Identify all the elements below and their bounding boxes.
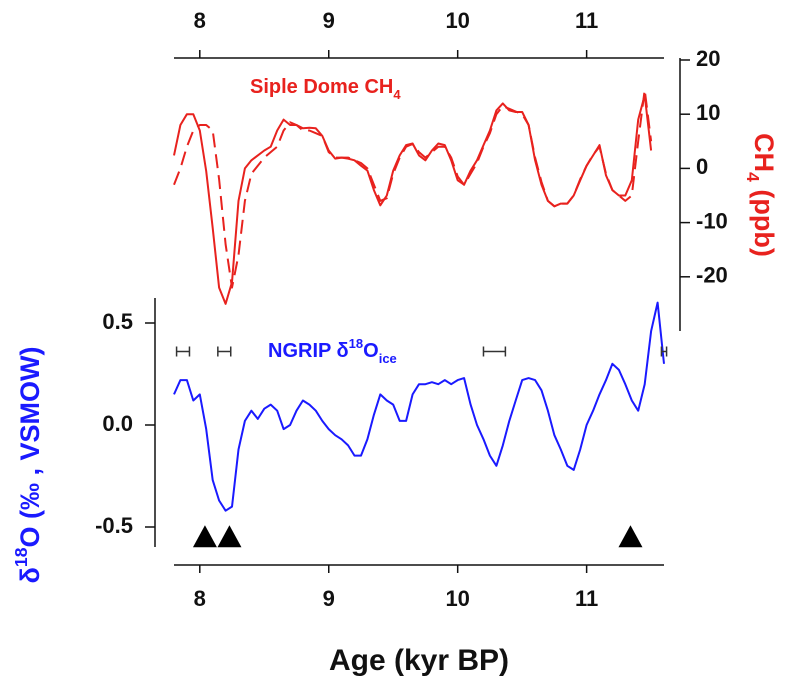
age-bar <box>175 346 191 357</box>
annotation-part: O <box>363 340 379 362</box>
x-tick-label: 10 <box>445 8 469 33</box>
annotation: NGRIP δ18Oice <box>268 336 397 366</box>
x-tick-label: 8 <box>194 586 206 611</box>
annotation-part: Siple Dome CH <box>250 76 393 98</box>
event-marker <box>618 525 643 548</box>
age-bar-line <box>217 346 232 357</box>
age-bar <box>660 346 668 357</box>
age-bar-line <box>175 346 191 357</box>
y-axis-label-part: 18 <box>11 547 31 567</box>
y-axis-label-part: 4 <box>743 172 763 182</box>
x-tick-label: 9 <box>323 8 335 33</box>
age-bar-line <box>482 346 507 357</box>
x-axis-label: Age (kyr BP) <box>329 644 509 677</box>
data-line <box>173 88 653 289</box>
y-axis-label-part: O (‰ , VSMOW) <box>15 347 45 548</box>
event-marker <box>192 525 217 548</box>
data-line <box>173 301 665 512</box>
event-marker <box>217 525 242 548</box>
y-axis-label: δ18O (‰ , VSMOW) <box>11 347 45 584</box>
annotation-part: 4 <box>393 87 401 102</box>
y-axis-label-part: δ <box>15 567 45 583</box>
y-tick-label: -20 <box>696 263 728 288</box>
x-tick-label: 10 <box>445 586 469 611</box>
x-tick-label: 11 <box>575 586 598 611</box>
annotation: Siple Dome CH4 <box>250 76 401 102</box>
y-axis-label-part: CH <box>749 133 779 172</box>
y-tick-label: 0.0 <box>102 411 133 436</box>
annotation-part: 18 <box>349 336 363 351</box>
x-tick-label: 11 <box>575 8 598 33</box>
y-axis-label: CH4 (ppb) <box>743 133 779 257</box>
x-tick-label: 8 <box>194 8 206 33</box>
age-bar-line <box>660 346 668 357</box>
y-tick-label: 0 <box>696 154 708 179</box>
x-tick-label: 9 <box>323 586 335 611</box>
y-tick-label: 0.5 <box>102 309 133 334</box>
y-tick-label: -10 <box>696 208 728 233</box>
y-tick-label: -0.5 <box>95 513 133 538</box>
age-bar <box>482 346 507 357</box>
annotation-part: NGRIP δ <box>268 340 349 362</box>
y-tick-label: 10 <box>696 100 720 125</box>
annotation-part: ice <box>379 351 397 366</box>
age-bar <box>217 346 232 357</box>
y-axis-label-part: (ppb) <box>749 182 779 257</box>
y-tick-label: 20 <box>696 46 720 71</box>
